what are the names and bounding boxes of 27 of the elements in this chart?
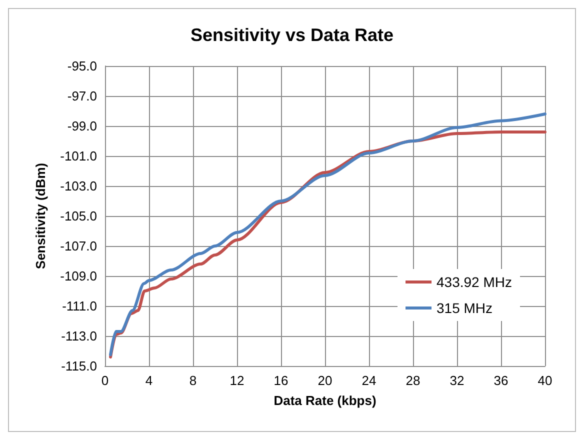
y-tick-label: -101.0 xyxy=(60,148,97,164)
y-tick-label: -103.0 xyxy=(60,178,97,194)
legend-label: 433.92 MHz xyxy=(436,274,512,290)
x-tick-label: 32 xyxy=(450,373,464,388)
y-tick-label: -115.0 xyxy=(61,358,97,374)
x-tick-label: 40 xyxy=(538,373,552,388)
y-tick-label: -109.0 xyxy=(60,268,97,284)
y-tick-label: -111.0 xyxy=(62,298,97,314)
x-tick-label: 24 xyxy=(362,373,376,388)
x-tick-label: 4 xyxy=(145,373,153,388)
y-tick-label: -113.0 xyxy=(61,328,97,344)
x-tick-label: 0 xyxy=(101,373,109,388)
x-tick-label: 16 xyxy=(274,373,288,388)
x-tick-label: 20 xyxy=(318,373,332,388)
y-tick-label: -105.0 xyxy=(60,208,97,224)
y-tick-label: -97.0 xyxy=(67,88,97,104)
chart-title: Sensitivity vs Data Rate xyxy=(190,25,394,45)
y-axis-title: Sensitivity (dBm) xyxy=(33,162,48,270)
x-tick-label: 8 xyxy=(189,373,197,388)
y-tick-label: -95.0 xyxy=(67,58,97,74)
y-tick-label: -107.0 xyxy=(60,238,97,254)
x-axis-title: Data Rate (kbps) xyxy=(274,393,376,408)
legend-label: 315 MHz xyxy=(436,300,493,316)
x-tick-label: 12 xyxy=(230,373,244,388)
x-tick-label: 28 xyxy=(406,373,420,388)
x-tick-label: 36 xyxy=(494,373,508,388)
y-tick-label: -99.0 xyxy=(67,118,97,134)
